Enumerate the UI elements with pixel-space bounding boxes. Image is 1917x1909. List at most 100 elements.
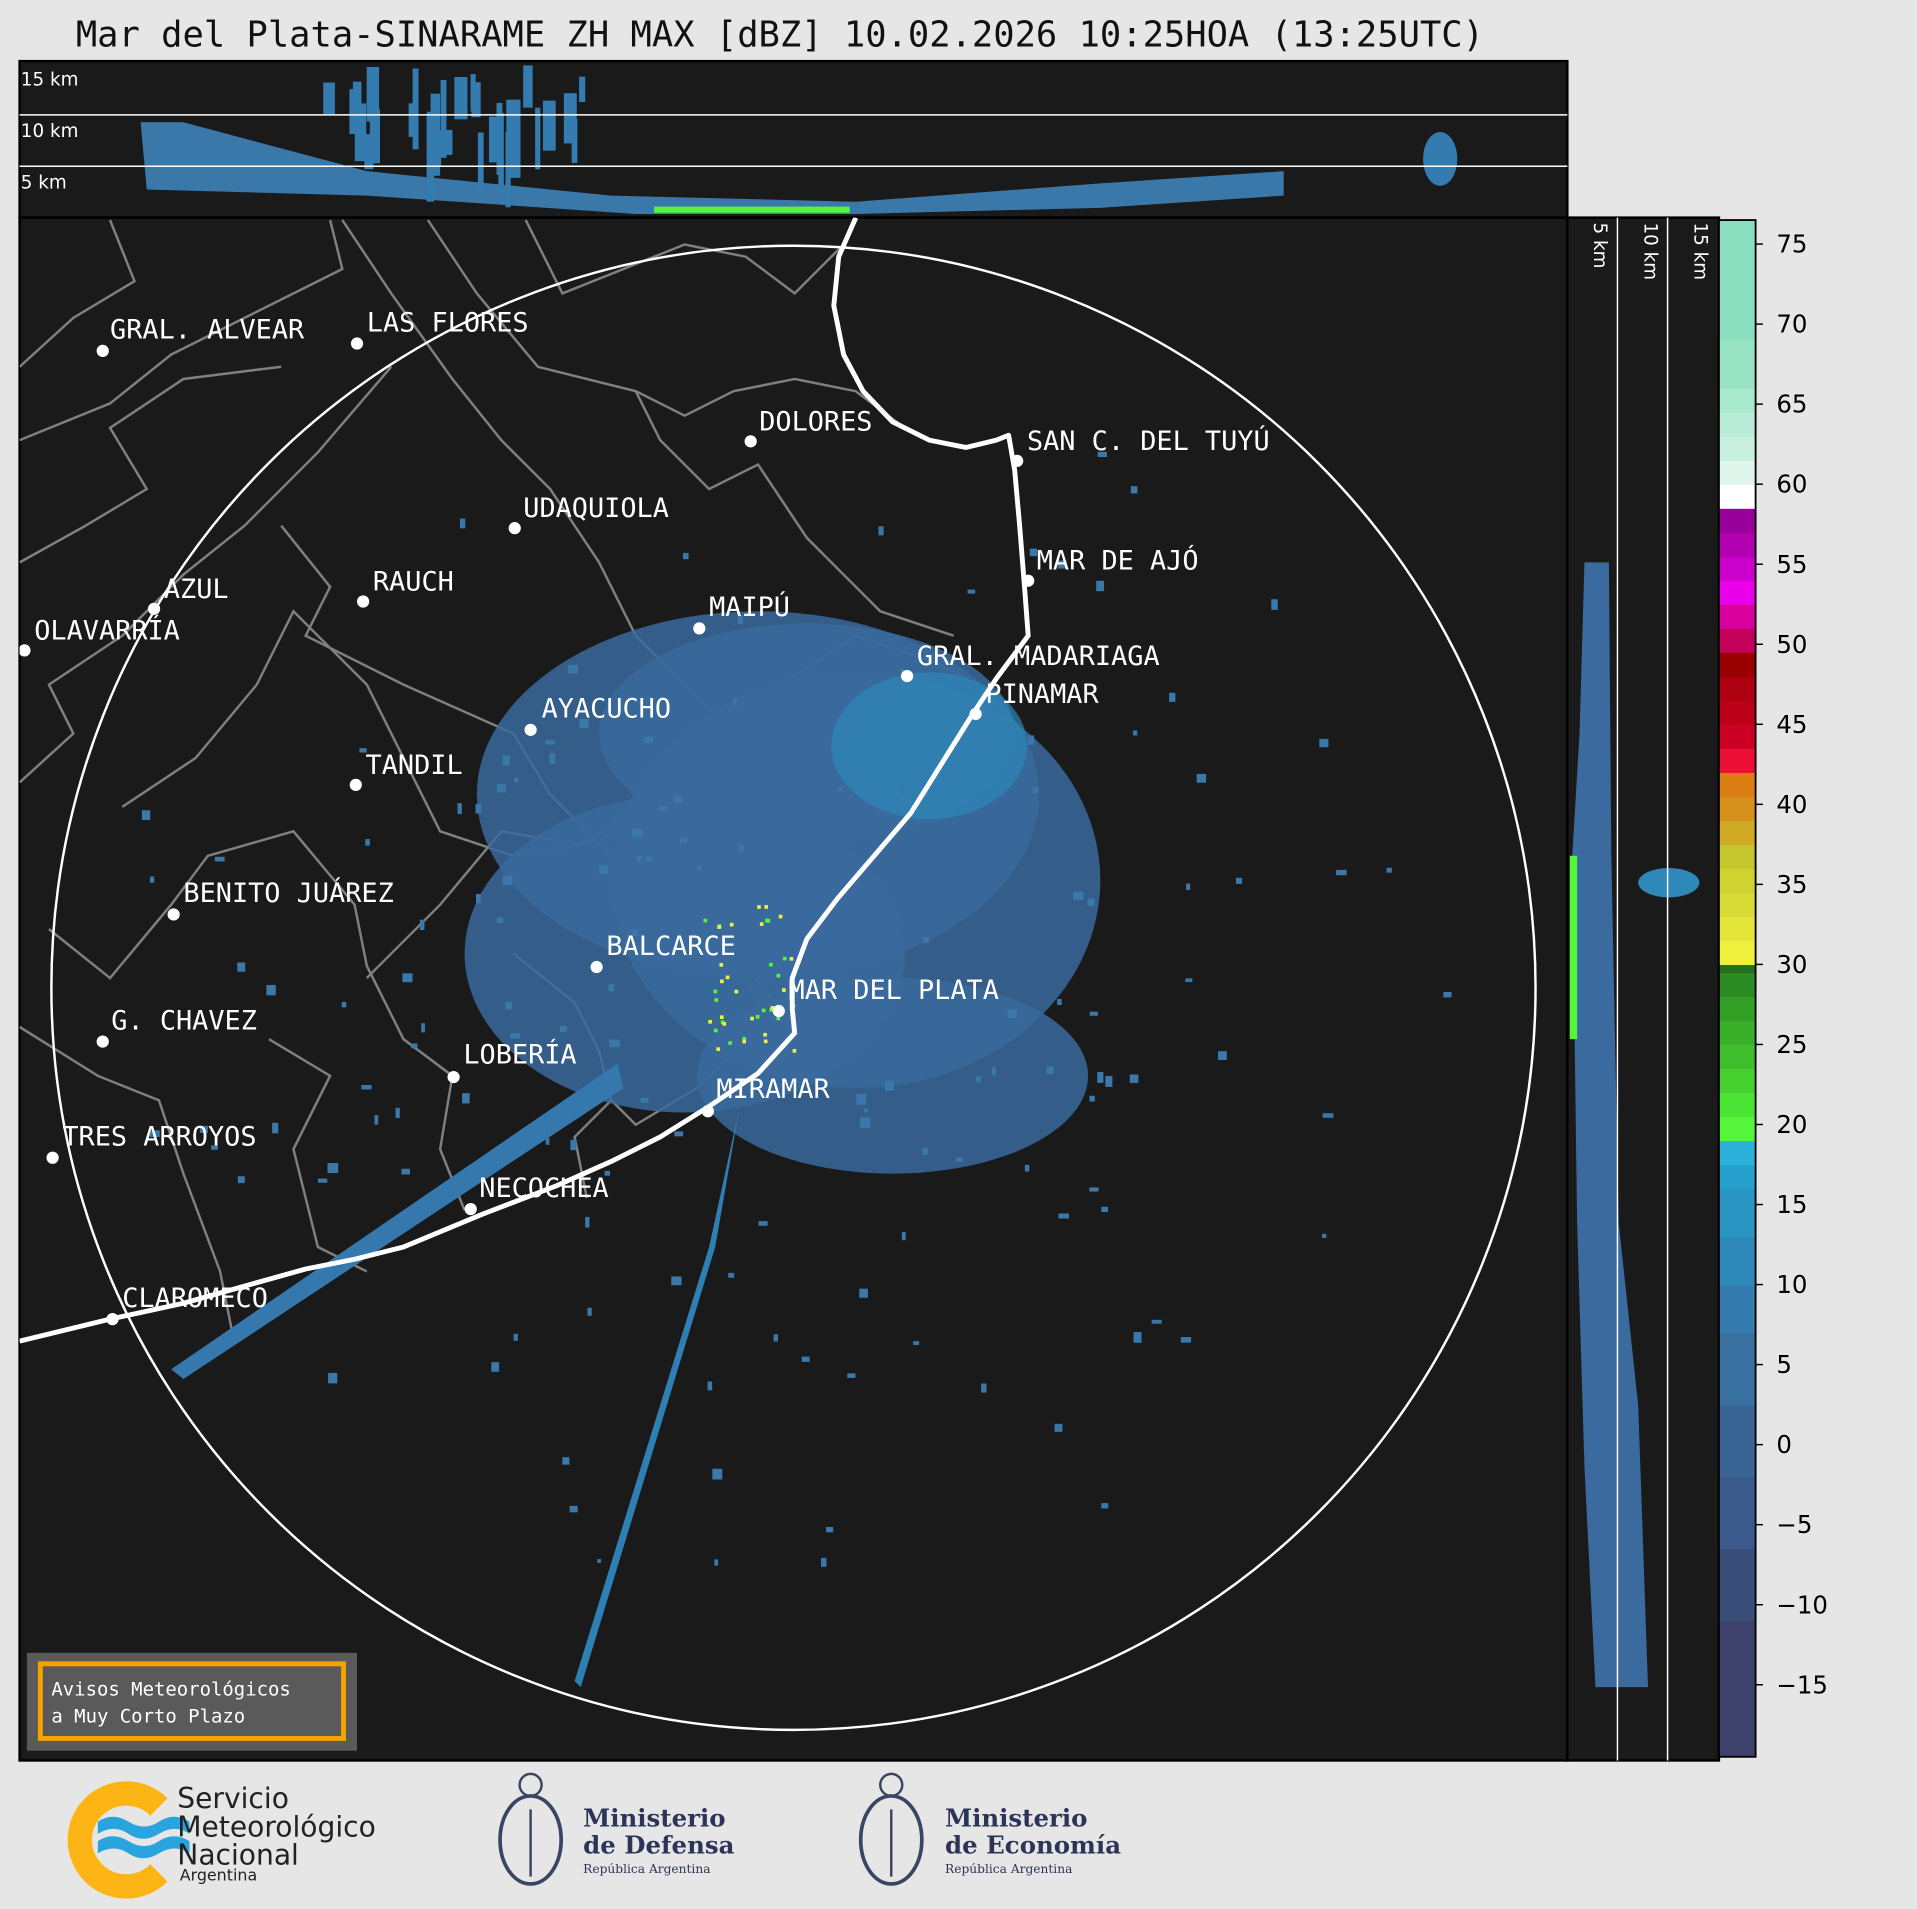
echo-speck [604,1170,611,1176]
alert-box[interactable]: Avisos Meteorológicos a Muy Corto Plazo [26,1652,358,1751]
echo-speck [956,1157,964,1162]
echo-speck [729,922,734,927]
echo-speck [640,1097,649,1104]
echo-speck [374,1115,379,1125]
echo-speck [352,81,362,122]
echo-speck [719,963,724,967]
colorbar-band [1718,412,1756,437]
city-label: NECOCHEA [479,1173,608,1204]
echo-area [1423,132,1458,186]
colorbar-band [1718,1164,1756,1190]
city-label: TANDIL [366,750,463,781]
echo-speck [491,1362,500,1372]
echo-speck [837,787,843,792]
echo-speck [419,919,425,930]
echo-speck [564,1111,571,1116]
colorbar-band [1718,1476,1756,1550]
echo-speck [1046,1066,1054,1075]
colorbar-band [1718,916,1756,942]
echo-speck [366,66,380,122]
colorbar-tick-label: 75 [1776,230,1807,259]
echo-speck [737,615,744,624]
echo-speck [759,922,764,926]
echo-speck [773,1334,778,1342]
city-marker-dot [357,595,370,608]
city-label: GRAL. ALVEAR [110,315,305,346]
city-label: MAIPÚ [709,591,790,623]
colorbar-band [1718,1068,1756,1094]
city-marker-dot [590,960,603,974]
echo-speck [237,1176,245,1184]
echo-speck [776,1016,781,1021]
echo-speck [758,1221,768,1226]
colorbar-band [1718,1188,1756,1238]
colorbar-tick-label: 5 [1776,1350,1792,1379]
height-label: 10 km [1639,223,1660,281]
city-marker-dot [167,908,180,921]
colorbar-tick-label: 0 [1776,1430,1792,1459]
city-label: LAS FLORES [367,307,529,338]
defensa-line3: República Argentina [583,1862,710,1876]
echo-speck [211,1145,219,1150]
city-label: SAN C. DEL TUYÚ [1027,425,1270,457]
side-echo [1569,562,1700,1688]
colorbar-band [1718,868,1756,893]
sun-of-may-icon [879,1772,904,1798]
alert-box-line1: Avisos Meteorológicos [51,1679,290,1701]
echo-speck [757,905,761,909]
echo-speck [411,1043,418,1049]
city-marker-dot [96,344,109,357]
city-marker-dot [508,522,521,535]
colorbar-band [1718,388,1756,413]
echo-speck [674,1131,684,1137]
echo-speck [859,1288,868,1298]
city-label: AYACUCHO [542,694,671,725]
economia-line2: de Economía [945,1830,1121,1859]
echo-speck [763,1039,768,1044]
echo-speck [766,919,771,923]
echo-speck [567,664,579,674]
city-label: RAUCH [373,566,454,597]
echo-speck [1129,1074,1139,1083]
echo-speck [496,783,507,793]
echo-speck [703,918,708,923]
city-marker-dot [969,707,982,721]
echo-speck [266,984,276,996]
echo-area [1572,562,1649,1688]
echo-speck [728,1041,732,1045]
height-label: 15 km [1689,223,1710,281]
defensa-line1: Ministerio [583,1803,725,1832]
echo-speck [597,1559,602,1563]
echo-speck [1322,1233,1327,1239]
colorbar-band [1718,436,1756,461]
echo-speck [1132,730,1138,736]
city-marker-dot [147,602,161,615]
economia-line1: Ministerio [945,1803,1087,1832]
echo-speck [327,1162,339,1174]
city-marker-dot [447,1070,460,1084]
echo-speck [395,1107,400,1118]
echo-speck [502,875,513,885]
city-marker-dot [701,1105,714,1118]
echo-speck [821,1557,827,1567]
colorbar-tick-label: 25 [1776,1030,1807,1059]
city-marker-dot [96,1035,109,1048]
echo-speck [922,1147,928,1155]
colorbar-tick-label: 60 [1776,470,1807,499]
echo-speck [1151,1319,1162,1324]
echo-speck [1336,869,1347,876]
colorbar-tick-label: 15 [1776,1190,1807,1219]
echo-speck [769,1008,774,1012]
city-marker-dot [772,1004,785,1018]
echo-speck [1057,560,1067,569]
colorbar-band [1718,1620,1756,1758]
height-label: 5 km [1589,223,1610,269]
echo-speck [697,866,702,872]
echo-speck [967,589,976,594]
colorbar-tick-label: 35 [1776,870,1807,899]
echo-speck [459,518,466,529]
echo-speck [1130,486,1138,494]
city-label: GRAL. MADARIAGA [917,641,1160,672]
sun-of-may-icon [518,1772,543,1798]
